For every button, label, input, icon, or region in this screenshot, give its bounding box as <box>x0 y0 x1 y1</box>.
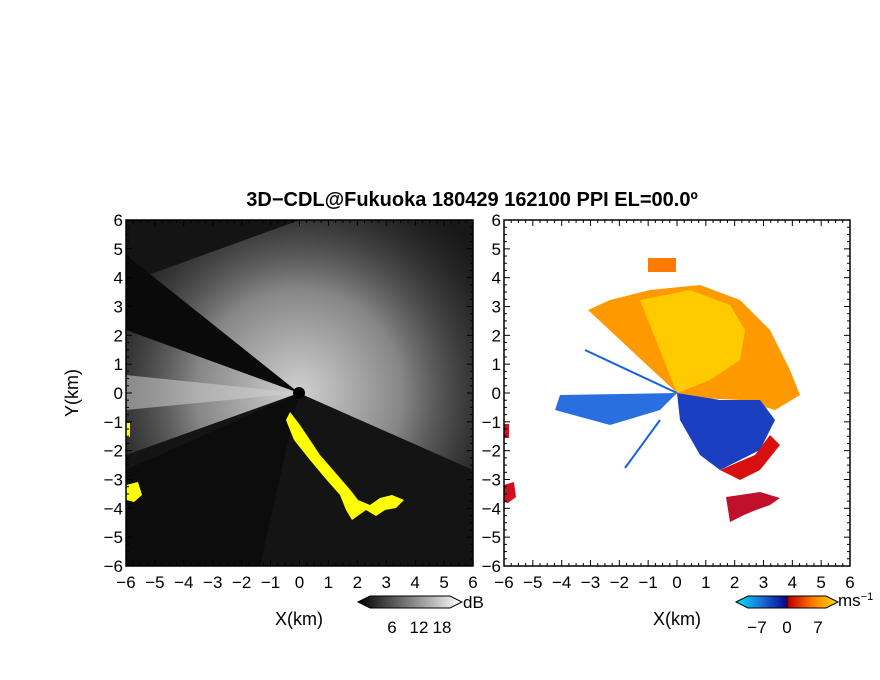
left-yellow-echo <box>286 412 404 520</box>
y-tick-label: −2 <box>482 442 501 461</box>
left-bright-streak <box>126 375 299 410</box>
right-receding-lower <box>677 393 775 470</box>
right-colorbar-tick: −7 <box>747 618 766 637</box>
x-tick-label: −4 <box>174 573 193 592</box>
left-dark-wedge-lower <box>126 393 299 566</box>
x-tick-label: −1 <box>638 573 657 592</box>
x-tick-label: 0 <box>295 573 304 592</box>
right-edge-echo-2 <box>504 424 509 438</box>
y-tick-label: 5 <box>114 240 123 259</box>
x-tick-label: 2 <box>730 573 739 592</box>
left-colorbar-tick: 6 <box>387 618 396 637</box>
left-colorbar-tick: 12 <box>410 618 429 637</box>
y-tick-label: 4 <box>492 269 501 288</box>
x-tick-label: −3 <box>203 573 222 592</box>
right-colorbar-tick: 7 <box>813 618 822 637</box>
y-tick-label: 3 <box>114 298 123 317</box>
y-tick-label: 1 <box>492 355 501 374</box>
y-tick-label: −6 <box>482 557 501 576</box>
right-edge-echo <box>504 482 516 503</box>
x-tick-label: 3 <box>759 573 768 592</box>
y-tick-label: −5 <box>104 528 123 547</box>
left-yellow-echo-edge-2 <box>126 423 130 437</box>
x-tick-label: 4 <box>788 573 797 592</box>
left-yellow-echo-edge <box>126 482 142 502</box>
x-tick-label: 1 <box>324 573 333 592</box>
x-tick-label: −6 <box>494 573 513 592</box>
x-tick-label: 2 <box>353 573 362 592</box>
y-tick-label: −1 <box>482 413 501 432</box>
left-origin-dot <box>293 387 305 399</box>
left-bright-sector <box>126 220 473 470</box>
right-colorbar-unit-base: ms <box>838 591 861 610</box>
y-tick-label: 2 <box>114 326 123 345</box>
y-tick-label: −4 <box>482 499 501 518</box>
y-tick-label: 3 <box>492 298 501 317</box>
left-colorbar-unit: dB <box>463 593 484 612</box>
chart-title: 3D−CDL@Fukuoka 180429 162100 PPI EL=00.0… <box>246 189 698 211</box>
y-tick-label: 0 <box>492 384 501 403</box>
y-tick-label: −3 <box>104 471 123 490</box>
y-tick-label: −5 <box>482 528 501 547</box>
x-tick-label: 0 <box>672 573 681 592</box>
y-tick-label: −2 <box>104 442 123 461</box>
left-colorbar-tick: 18 <box>433 618 452 637</box>
x-tick-label: 5 <box>816 573 825 592</box>
left-colorbar-bar <box>356 595 464 609</box>
x-tick-label: 5 <box>439 573 448 592</box>
y-tick-label: −1 <box>104 413 123 432</box>
y-tick-label: −4 <box>104 499 123 518</box>
y-tick-label: −3 <box>482 471 501 490</box>
y-tick-label: 6 <box>114 211 123 230</box>
right-lower-echo <box>726 492 780 522</box>
x-tick-label: −4 <box>552 573 571 592</box>
right-xlabel: X(km) <box>653 609 701 629</box>
y-tick-label: 6 <box>492 211 501 230</box>
left-ylabel: Y(km) <box>62 369 82 417</box>
x-tick-label: 1 <box>701 573 710 592</box>
y-tick-label: 2 <box>492 326 501 345</box>
y-tick-label: 1 <box>114 355 123 374</box>
left-colorbar: 6 12 18 dB <box>356 593 484 637</box>
right-colorbar-tick: 0 <box>782 618 791 637</box>
right-colorbar-unit: ms−1 <box>838 591 873 610</box>
left-xlabel: X(km) <box>275 609 323 629</box>
x-tick-label: −1 <box>261 573 280 592</box>
y-tick-label: 4 <box>114 269 123 288</box>
x-tick-label: −5 <box>145 573 164 592</box>
right-beam-streak <box>584 349 678 394</box>
x-tick-label: −5 <box>523 573 542 592</box>
x-tick-label: 6 <box>845 573 854 592</box>
x-tick-label: 3 <box>382 573 391 592</box>
left-dark-wedge <box>126 255 299 393</box>
right-colorbar-unit-exp: −1 <box>861 591 874 603</box>
x-tick-label: 6 <box>468 573 477 592</box>
right-colorbar: −7 0 7 ms−1 <box>734 591 873 637</box>
x-tick-label: 4 <box>410 573 419 592</box>
x-tick-label: −3 <box>581 573 600 592</box>
right-receding-sector <box>555 393 677 425</box>
right-beam-streak <box>624 419 661 469</box>
x-tick-label: −6 <box>116 573 135 592</box>
y-tick-label: 5 <box>492 240 501 259</box>
x-tick-label: −2 <box>232 573 251 592</box>
y-tick-label: −6 <box>104 557 123 576</box>
right-top-echo <box>648 258 676 272</box>
right-red-fringe <box>720 435 780 480</box>
x-tick-label: −2 <box>610 573 629 592</box>
y-tick-label: 0 <box>114 384 123 403</box>
right-yellow-core <box>640 290 745 393</box>
